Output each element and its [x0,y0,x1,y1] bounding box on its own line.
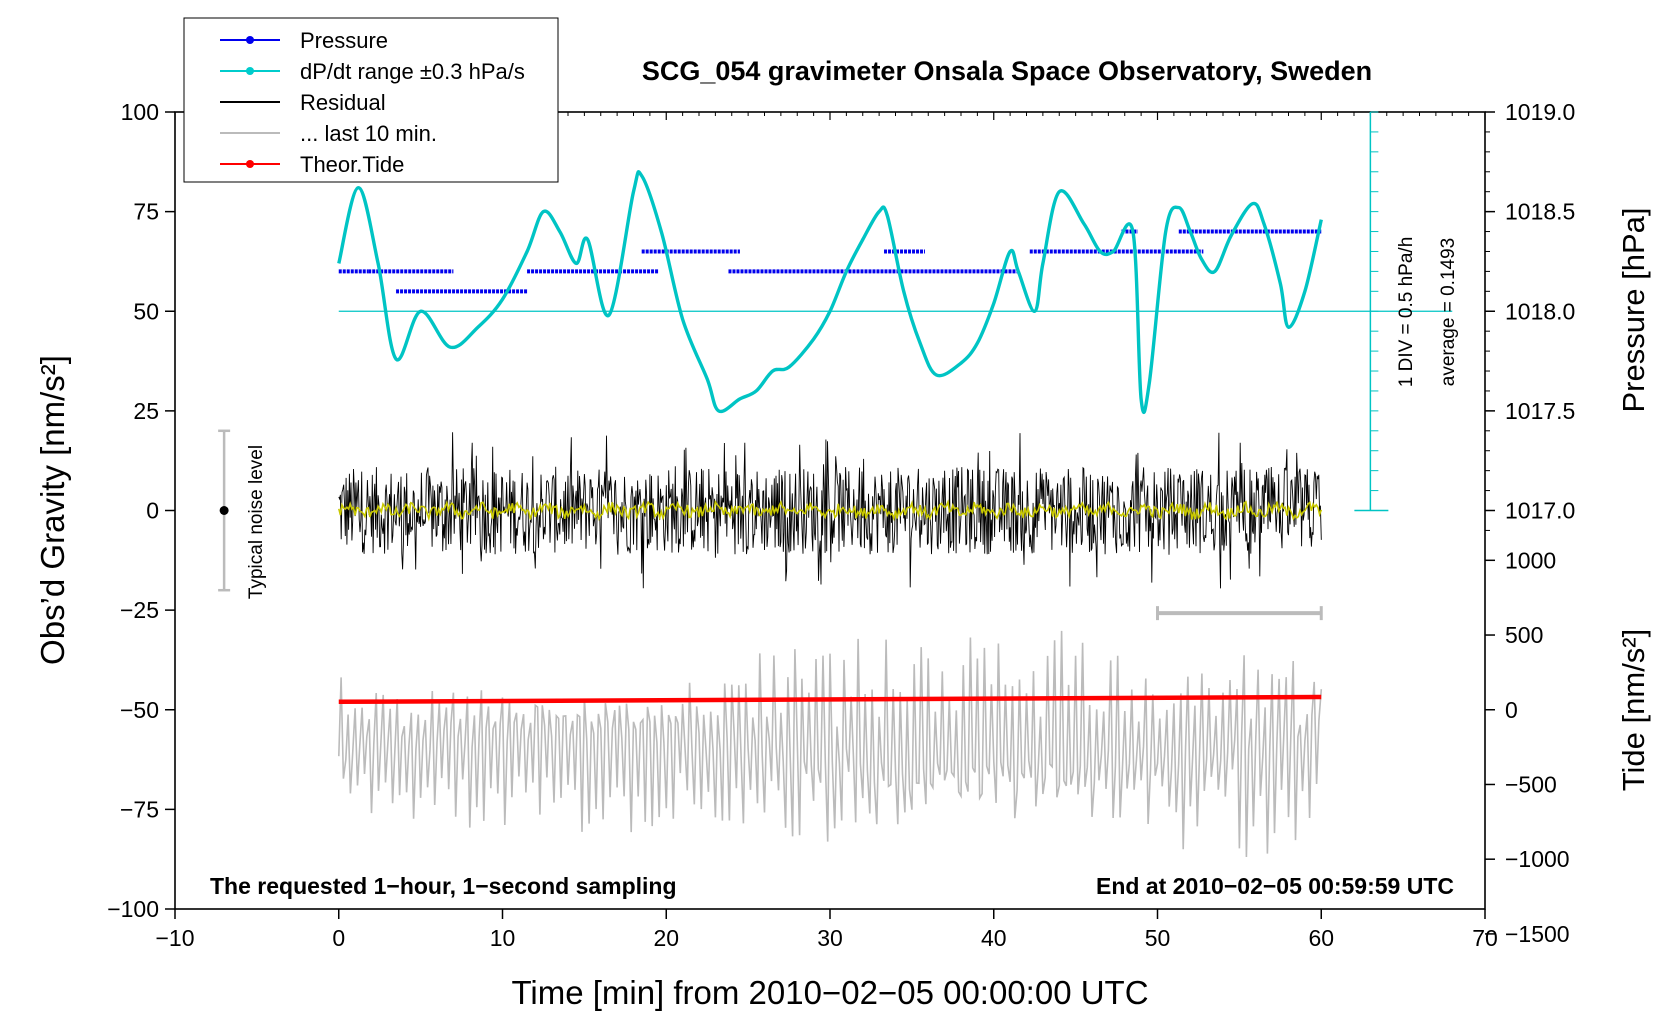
noise-level-label: Typical noise level [246,445,267,599]
legend-swatch-marker [246,160,254,168]
residual-smoothed-line [338,499,1323,522]
tide-tick-label: 0 [1505,697,1518,723]
y-axis-label-tide: Tide [nm/s²] [1616,629,1651,792]
x-axis-label: Time [min] from 2010−02−05 00:00:00 UTC [511,974,1148,1011]
data-layer [218,111,1453,858]
pressure-tick-label: 1018.0 [1505,298,1575,324]
y-tick-label: −100 [107,896,159,922]
dpdt-series-line [337,170,1323,414]
tide-tick-label: 500 [1505,622,1543,648]
legend-box [183,17,559,183]
x-tick-label: 70 [1472,925,1498,951]
scale-div-label: 1 DIV = 0.5 hPa/h [1396,237,1417,388]
y-axis-label-pressure: Pressure [hPa] [1616,207,1651,412]
y-tick-label: −75 [120,796,159,822]
pressure-tick-label: 1019.0 [1505,99,1575,125]
y-tick-label: 0 [146,498,159,524]
legend-swatch-marker [246,67,254,75]
x-tick-label: 20 [653,925,679,951]
legend-label: Pressure [300,28,388,53]
y-tick-label: 75 [133,199,159,225]
noise-level-dot [219,506,229,515]
scale-average-label: average = 0.1493 [1438,238,1459,386]
y-tick-label: 25 [133,398,159,424]
ticks-layer: −10 0 10 20 30 40 50 60 701007550250−25−50−75−10… [107,99,1575,951]
y-axis-label-left: Obs’d Gravity [nm/s²] [34,355,71,665]
x-tick-label: 60 [1308,925,1334,951]
x-tick-label: 0 [332,925,345,951]
tide-tick-label: 1000 [1505,547,1556,573]
pressure-tick-label: 1017.5 [1505,398,1575,424]
y-tick-label: 50 [133,298,159,324]
annotation-sampling: The requested 1−hour, 1−second sampling [210,873,677,899]
legend-label: ... last 10 min. [300,121,437,146]
annotation-end-time: End at 2010−02−05 00:59:59 UTC [1096,873,1454,899]
y-tick-label: −25 [120,597,159,623]
tide-tick-label: −500 [1505,771,1557,797]
legend-label: Theor.Tide [300,152,404,177]
chart-title: SCG_054 gravimeter Onsala Space Observat… [642,56,1372,86]
last-10-min-series-line [338,630,1323,858]
pressure-tick-label: 1017.0 [1505,498,1575,524]
legend: Pressure dP/dt range ±0.3 hPa/s Residual..… [183,17,559,183]
y-tick-label: −50 [120,697,159,723]
x-tick-label: −10 [155,925,194,951]
tide-tick-label: −1500 [1505,921,1570,947]
tide-tick-label: −1000 [1505,846,1570,872]
x-tick-label: 30 [817,925,843,951]
legend-swatch-marker [246,36,254,44]
y-tick-label: 100 [121,99,159,125]
tide-series-line [338,694,1322,705]
pressure-tick-label: 1018.5 [1505,199,1575,225]
legend-label: Residual [300,90,386,115]
x-tick-label: 50 [1145,925,1171,951]
x-tick-label: 10 [490,925,516,951]
legend-label: dP/dt range ±0.3 hPa/s [300,59,525,84]
residual-series-line [338,432,1322,589]
x-tick-label: 40 [981,925,1007,951]
